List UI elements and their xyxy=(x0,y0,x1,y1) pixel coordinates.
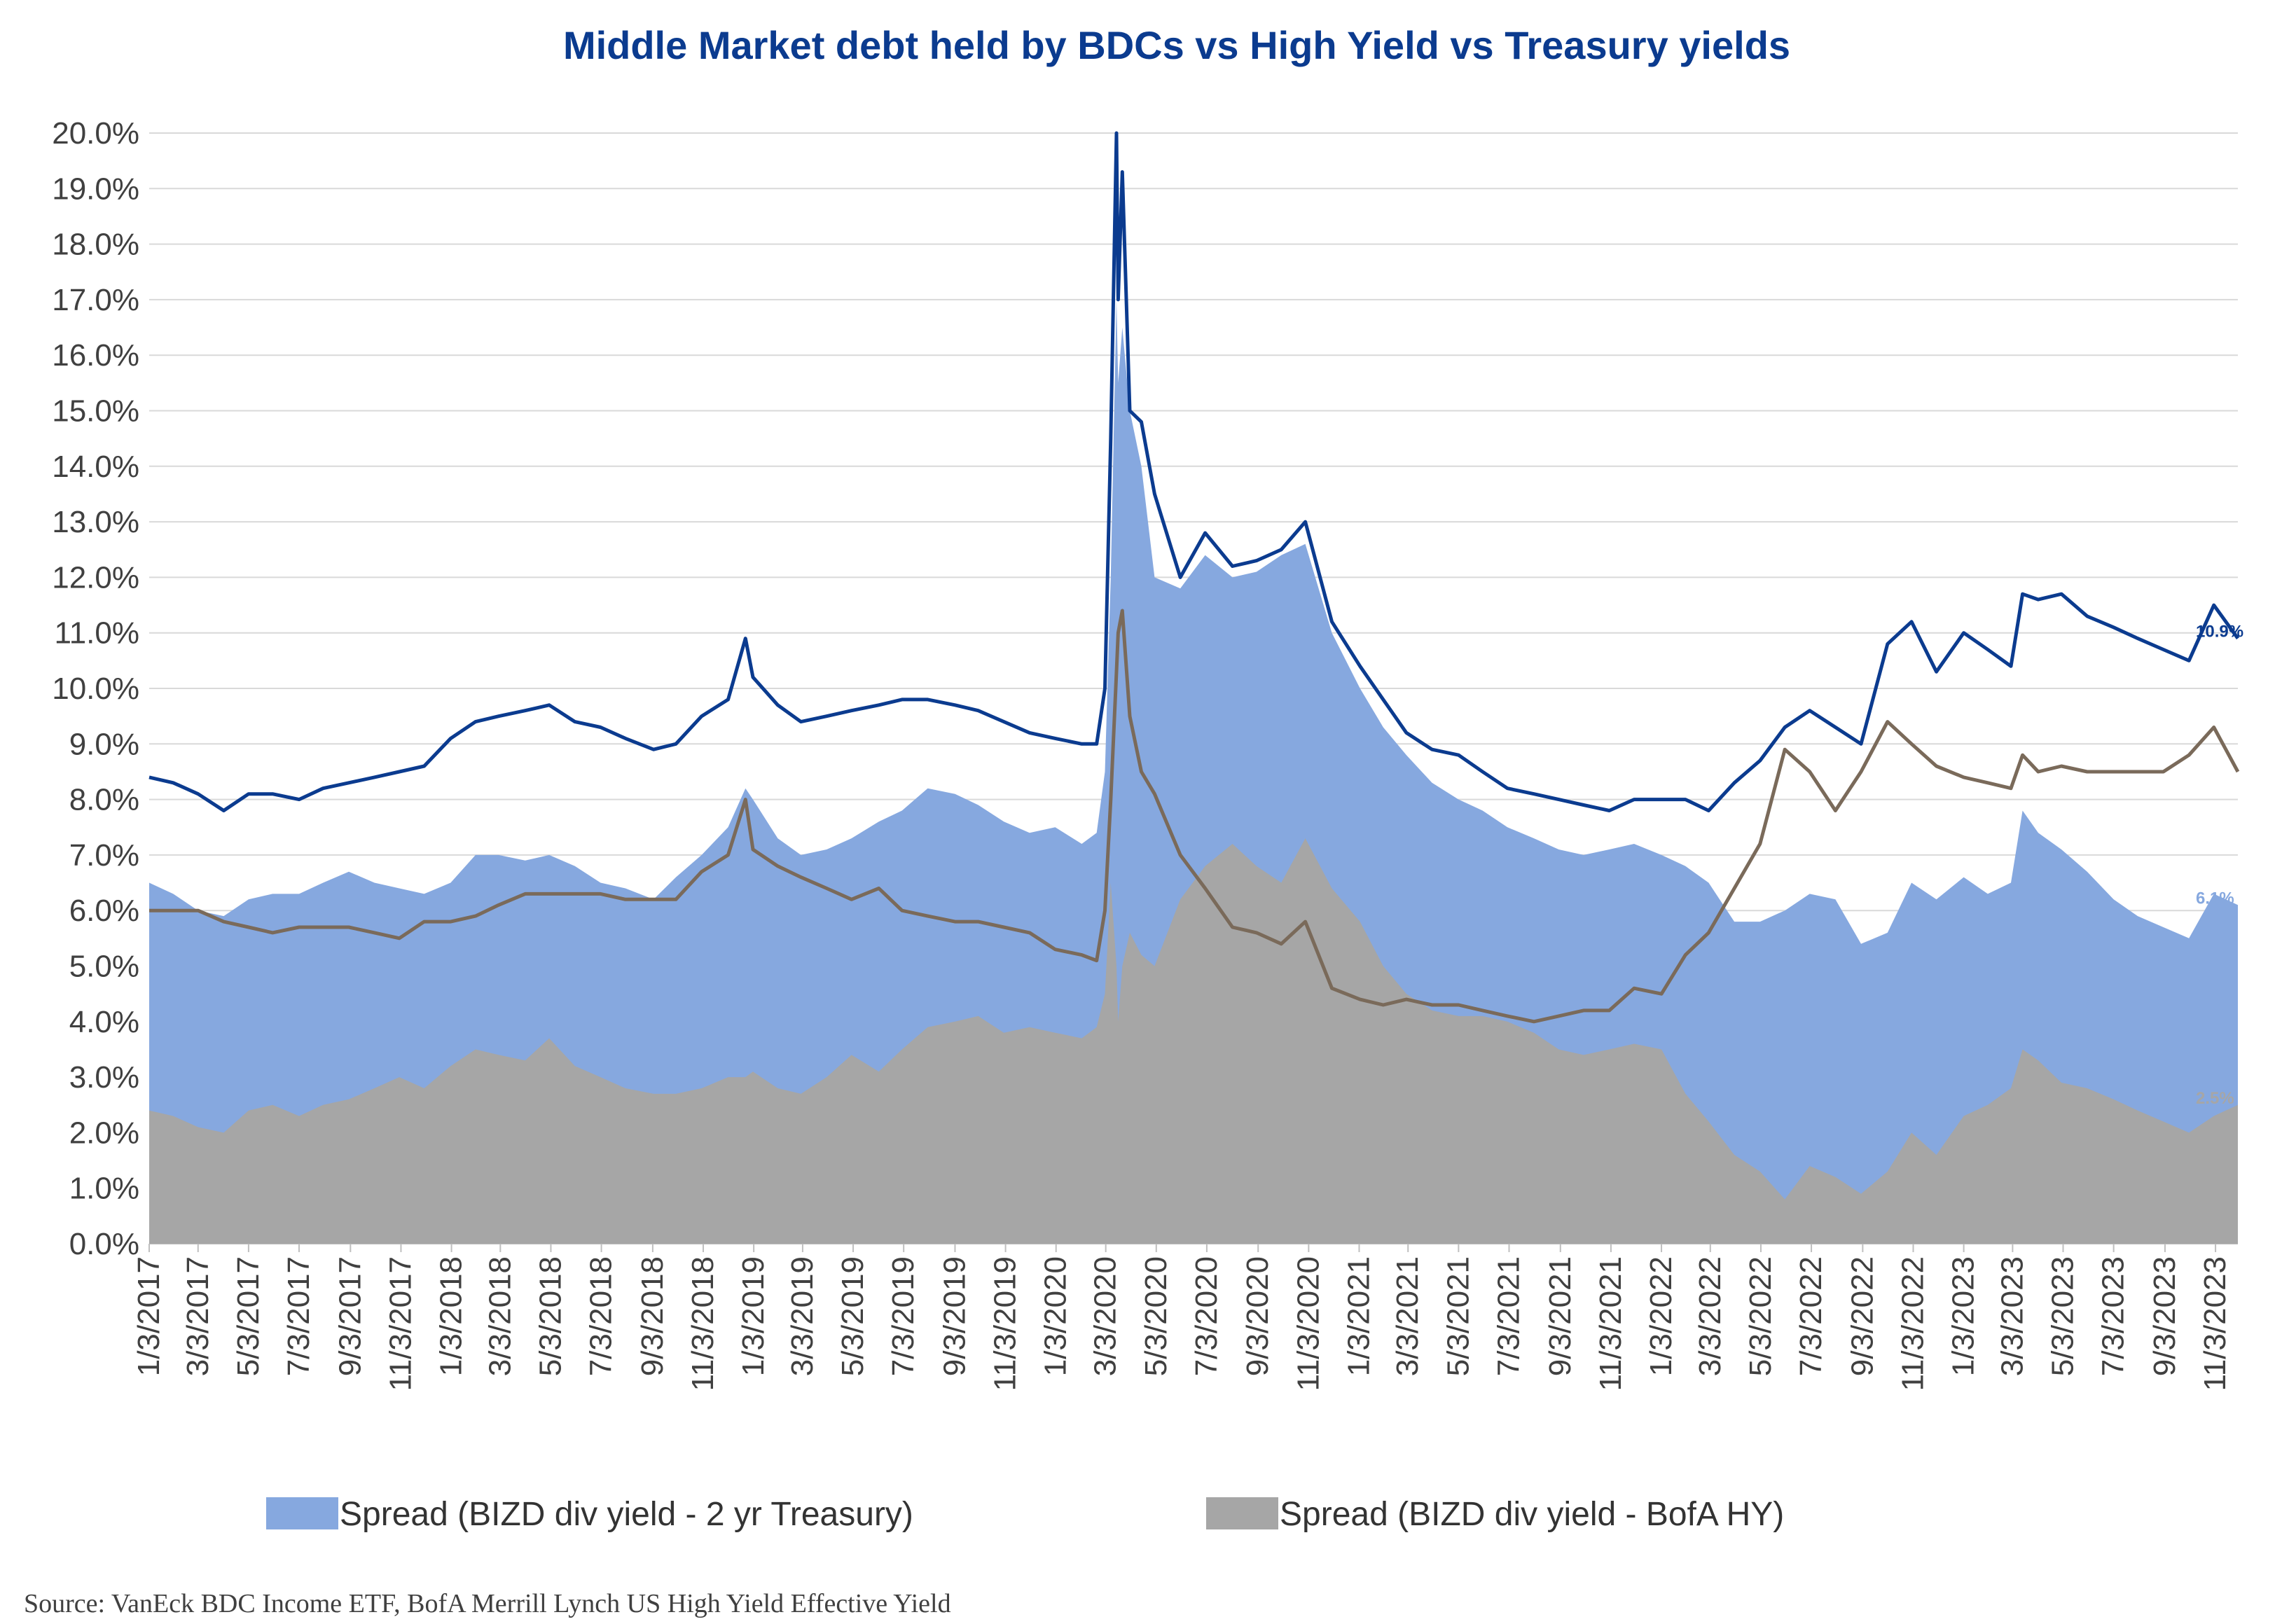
x-tick-label: 1/3/2020 xyxy=(1039,1256,1073,1376)
x-tick-label: 7/3/2021 xyxy=(1491,1256,1526,1376)
x-tick-label: 3/3/2019 xyxy=(785,1256,820,1376)
y-tick-label: 8.0% xyxy=(69,783,139,817)
line-hy-yield xyxy=(149,609,2240,1024)
y-tick-label: 19.0% xyxy=(52,172,139,206)
y-axis: 0.0% 1.0% 2.0% 3.0% 4.0% 5.0% 6.0% 7.0% 8.0% 9.0%… xyxy=(52,116,139,1261)
area-series-group xyxy=(149,299,2238,1244)
line-bizd-yield xyxy=(148,131,2240,812)
y-tick-label: 13.0% xyxy=(52,505,139,539)
x-tick-label: 11/3/2022 xyxy=(1896,1256,1930,1391)
x-tick-label: 7/3/2020 xyxy=(1189,1256,1224,1376)
x-tick-label: 9/3/2023 xyxy=(2148,1256,2182,1376)
y-tick-label: 0.0% xyxy=(69,1227,139,1261)
x-tick-label: 3/3/2017 xyxy=(181,1256,215,1376)
legend: Spread (BIZD div yield - 2 yr Treasury) … xyxy=(266,1496,1784,1533)
y-tick-label: 6.0% xyxy=(69,894,139,928)
legend-label-spread-treasury: Spread (BIZD div yield - 2 yr Treasury) xyxy=(340,1496,913,1533)
x-tick-label: 9/3/2018 xyxy=(635,1256,670,1376)
y-tick-label: 14.0% xyxy=(52,450,139,484)
x-tick-label: 5/3/2022 xyxy=(1743,1256,1778,1376)
y-tick-label: 7.0% xyxy=(69,838,139,873)
area-spread-treasury xyxy=(149,299,2238,1244)
x-tick-label: 7/3/2017 xyxy=(282,1256,316,1376)
x-tick-label: 9/3/2017 xyxy=(333,1256,367,1376)
area-spread-hy xyxy=(149,838,2238,1244)
x-tick-label: 5/3/2023 xyxy=(2046,1256,2080,1376)
x-tick-label: 7/3/2023 xyxy=(2096,1256,2131,1376)
x-axis: 1/3/2017 3/3/2017 5/3/2017 7/3/2017 9/3/2017… xyxy=(132,1244,2232,1391)
x-tick-label: 3/3/2023 xyxy=(1995,1256,2029,1376)
x-tick-label: 11/3/2021 xyxy=(1593,1256,1628,1391)
y-tick-label: 11.0% xyxy=(55,616,140,651)
y-tick-label: 4.0% xyxy=(69,1005,139,1039)
x-tick-label: 7/3/2022 xyxy=(1794,1256,1828,1376)
legend-label-spread-hy: Spread (BIZD div yield - BofA HY) xyxy=(1280,1496,1784,1533)
x-tick-label: 1/3/2018 xyxy=(434,1256,469,1376)
x-tick-label: 3/3/2018 xyxy=(483,1256,517,1376)
end-label-spread-treasury: 6.1% xyxy=(2196,889,2234,908)
x-tick-label: 11/3/2017 xyxy=(383,1256,417,1391)
end-label-bizd: 10.9% xyxy=(2196,623,2243,641)
end-label-spread-hy: 2.5% xyxy=(2196,1089,2234,1108)
x-tick-label: 1/3/2023 xyxy=(1946,1256,1981,1376)
x-tick-label: 11/3/2020 xyxy=(1291,1256,1325,1391)
x-tick-label: 1/3/2022 xyxy=(1644,1256,1678,1376)
y-tick-label: 5.0% xyxy=(69,950,139,984)
y-tick-label: 17.0% xyxy=(52,283,139,317)
x-tick-label: 9/3/2021 xyxy=(1543,1256,1577,1376)
y-tick-label: 10.0% xyxy=(52,672,139,706)
y-tick-label: 20.0% xyxy=(52,116,139,151)
y-tick-label: 1.0% xyxy=(69,1172,139,1206)
x-tick-label: 1/3/2019 xyxy=(736,1256,770,1376)
y-tick-label: 12.0% xyxy=(52,560,139,595)
x-tick-label: 7/3/2019 xyxy=(886,1256,920,1376)
x-tick-label: 5/3/2019 xyxy=(836,1256,870,1376)
y-tick-label: 3.0% xyxy=(69,1060,139,1095)
x-tick-label: 1/3/2017 xyxy=(132,1256,166,1376)
chart-title: Middle Market debt held by BDCs vs High … xyxy=(563,23,1790,67)
x-tick-label: 5/3/2017 xyxy=(231,1256,265,1376)
legend-swatch-spread-hy xyxy=(1206,1497,1278,1529)
x-tick-label: 9/3/2020 xyxy=(1240,1256,1275,1376)
x-tick-label: 11/3/2018 xyxy=(686,1256,720,1391)
x-tick-label: 1/3/2021 xyxy=(1341,1256,1376,1376)
line-series-group xyxy=(148,131,2240,1024)
x-tick-label: 7/3/2018 xyxy=(584,1256,618,1376)
x-tick-label: 5/3/2018 xyxy=(533,1256,567,1376)
x-tick-label: 5/3/2021 xyxy=(1441,1256,1475,1376)
x-tick-label: 3/3/2020 xyxy=(1088,1256,1123,1376)
x-tick-label: 5/3/2020 xyxy=(1139,1256,1173,1376)
y-tick-label: 9.0% xyxy=(69,727,139,761)
end-labels: 10.9% 6.1% 2.5% xyxy=(2196,623,2243,1108)
x-tick-label: 3/3/2021 xyxy=(1390,1256,1425,1376)
x-tick-label: 11/3/2023 xyxy=(2198,1256,2232,1391)
y-tick-label: 16.0% xyxy=(52,338,139,373)
y-tick-label: 18.0% xyxy=(52,228,139,262)
y-tick-label: 2.0% xyxy=(69,1116,139,1150)
x-tick-label: 9/3/2022 xyxy=(1845,1256,1879,1376)
x-tick-label: 3/3/2022 xyxy=(1693,1256,1727,1376)
x-tick-label: 9/3/2019 xyxy=(937,1256,971,1376)
y-tick-label: 15.0% xyxy=(52,394,139,429)
legend-swatch-spread-treasury xyxy=(266,1497,338,1529)
source-note: Source: VanEck BDC Income ETF, BofA Merr… xyxy=(24,1589,951,1618)
x-tick-label: 11/3/2019 xyxy=(988,1256,1023,1391)
